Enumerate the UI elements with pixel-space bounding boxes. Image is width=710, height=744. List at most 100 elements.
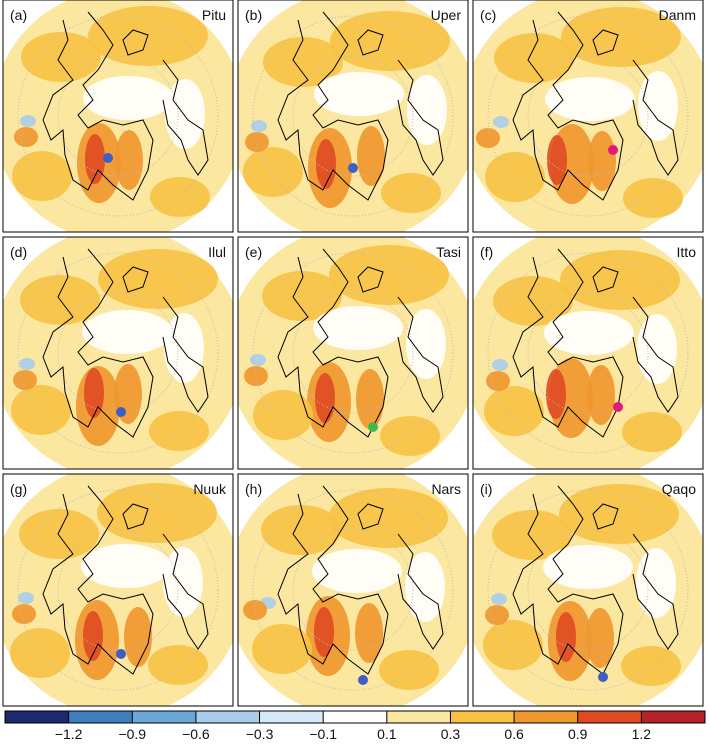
anomaly-patch [10,628,70,678]
anomaly-patch [637,314,677,384]
latitude-circle [252,489,454,691]
map [473,0,703,232]
coastline [277,248,444,438]
anomaly-patch [164,313,204,383]
latitude-circle [17,252,219,454]
panel-label: (c) [480,7,496,23]
anomaly-patch [355,603,383,663]
anomaly-patch [492,359,508,371]
map [238,237,468,469]
anomaly-patch [83,76,173,120]
anomaly-patch [546,369,566,419]
anomaly-patch [586,608,614,668]
panel-border [472,0,704,233]
map [3,0,233,232]
colorbar-tick-label: 0.1 [377,726,397,739]
anomaly-patch [115,130,143,190]
anomaly-patch [587,365,615,425]
map-panel: (i) Qaqo [472,473,704,707]
anomaly-patch [312,549,402,593]
panel-label: (g) [10,481,27,497]
anomaly-patch [124,607,152,667]
coastline [512,248,679,438]
anomaly-patch [18,592,34,604]
panel-label: (b) [245,7,262,23]
map [473,474,703,706]
map [238,0,468,232]
map-panel: (c) Danm [472,0,704,233]
panel-border [237,236,469,470]
colorbar-bin [5,711,70,723]
anomaly-patch [559,484,679,544]
anomaly-patch [97,483,217,543]
anomaly-patch [82,310,172,354]
latitude-circle [527,529,649,651]
colorbar-bin [386,711,451,723]
coastline [42,248,209,438]
map [473,237,703,469]
colorbar-bin [577,711,642,723]
coastline [512,11,679,201]
map-panel: (h) Nars [237,473,469,707]
anomaly-patch [243,600,267,620]
anomaly-patch [547,135,567,185]
anomaly-patch [14,127,38,147]
anomaly-patch [407,75,447,145]
anomaly-patch [84,368,104,418]
anomaly-patch [357,126,385,186]
colorbar-tick-label: −0.3 [246,726,274,739]
anomaly-patch [12,151,72,201]
latitude-circle [292,55,414,177]
anomaly-patch [622,412,682,452]
panel-border [2,236,234,470]
colorbar-tick-label: 0.9 [568,726,588,739]
anomaly-patch [636,548,676,618]
anomaly-patch [244,366,268,386]
station-marker [613,402,623,412]
coastline [277,485,444,675]
anomaly-patch [148,645,208,685]
map-panel: (e) Tasi [237,236,469,470]
latitude-circle [527,55,649,177]
station-marker [103,153,113,163]
panel-border [237,0,469,233]
colorbar-bin [450,711,515,723]
anomaly-patch [330,11,450,71]
latitude-circle [252,15,454,217]
panel-label: (a) [10,7,27,23]
anomaly-patch [491,593,507,605]
anomaly-patch [492,510,572,560]
anomaly-patch [556,612,576,662]
panel-label: (f) [480,244,493,260]
anomaly-patch [493,276,573,326]
colorbar-tick-label: 0.3 [441,726,461,739]
anomaly-patch [623,178,683,218]
map-panel: (d) Ilul [2,236,234,470]
anomaly-patch [20,115,36,127]
station-marker [608,145,618,155]
panel-label: (e) [245,244,262,260]
coastline [277,11,444,201]
anomaly-patch [163,547,203,617]
colorbar-bin [132,711,197,723]
anomaly-patch [329,245,449,305]
anomaly-patch [12,604,36,624]
anomaly-patch [149,411,209,451]
anomaly-patch [621,646,681,686]
anomaly-patch [485,152,545,202]
panel-grid: (a) Pitu (b) Uper (c) Danm (d) Ilul (e) Tasi (f) It… [2,0,704,707]
anomaly-patch [19,509,99,559]
anomaly-patch [250,354,266,366]
anomaly-patch [476,128,500,148]
colorbar-border [4,710,706,724]
anomaly-patch [560,250,680,310]
station-name: Ilul [208,244,226,260]
anomaly-patch [545,77,635,121]
panel-label: (d) [10,244,27,260]
anomaly-patch [313,306,403,350]
anomaly-patch [484,386,544,436]
anomaly-patch [379,650,439,690]
coastline [42,11,209,201]
coastline [42,485,209,675]
